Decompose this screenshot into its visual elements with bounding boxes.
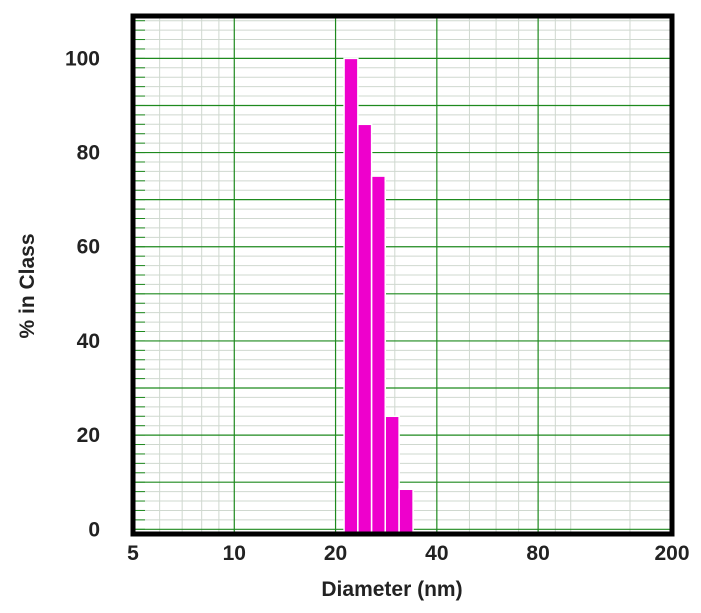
x-axis-title: Diameter (nm): [321, 578, 462, 601]
y-tick-label: 0: [88, 518, 100, 541]
y-tick-label: 100: [65, 47, 100, 70]
y-tick-label: 60: [77, 236, 100, 259]
x-tick-label: 10: [223, 542, 246, 565]
x-tick-label: 80: [526, 542, 549, 565]
x-tick-label: 40: [425, 542, 448, 565]
y-tick-labels: 100 80 60 40 20 0: [65, 47, 100, 541]
y-axis-title: % in Class: [16, 233, 39, 338]
x-tick-label: 20: [324, 542, 347, 565]
plot-border: [130, 13, 675, 537]
histogram-bar-5: [398, 488, 414, 535]
histogram-bars: [343, 57, 414, 535]
plot-grid: [133, 16, 672, 534]
x-tick-label: 5: [127, 542, 139, 565]
y-tick-label: 80: [77, 142, 100, 165]
y-tick-label: 40: [77, 330, 100, 353]
x-tick-label: 200: [654, 542, 689, 565]
x-tick-labels: 5 10 20 40 80 200: [127, 542, 689, 565]
histogram-bar-1: [343, 57, 359, 535]
histogram-bar-4: [384, 415, 400, 535]
histogram-bar-2: [357, 123, 373, 535]
plot-frame: [130, 13, 675, 537]
y-tick-label: 20: [77, 424, 100, 447]
histogram-bar-3: [370, 175, 386, 535]
